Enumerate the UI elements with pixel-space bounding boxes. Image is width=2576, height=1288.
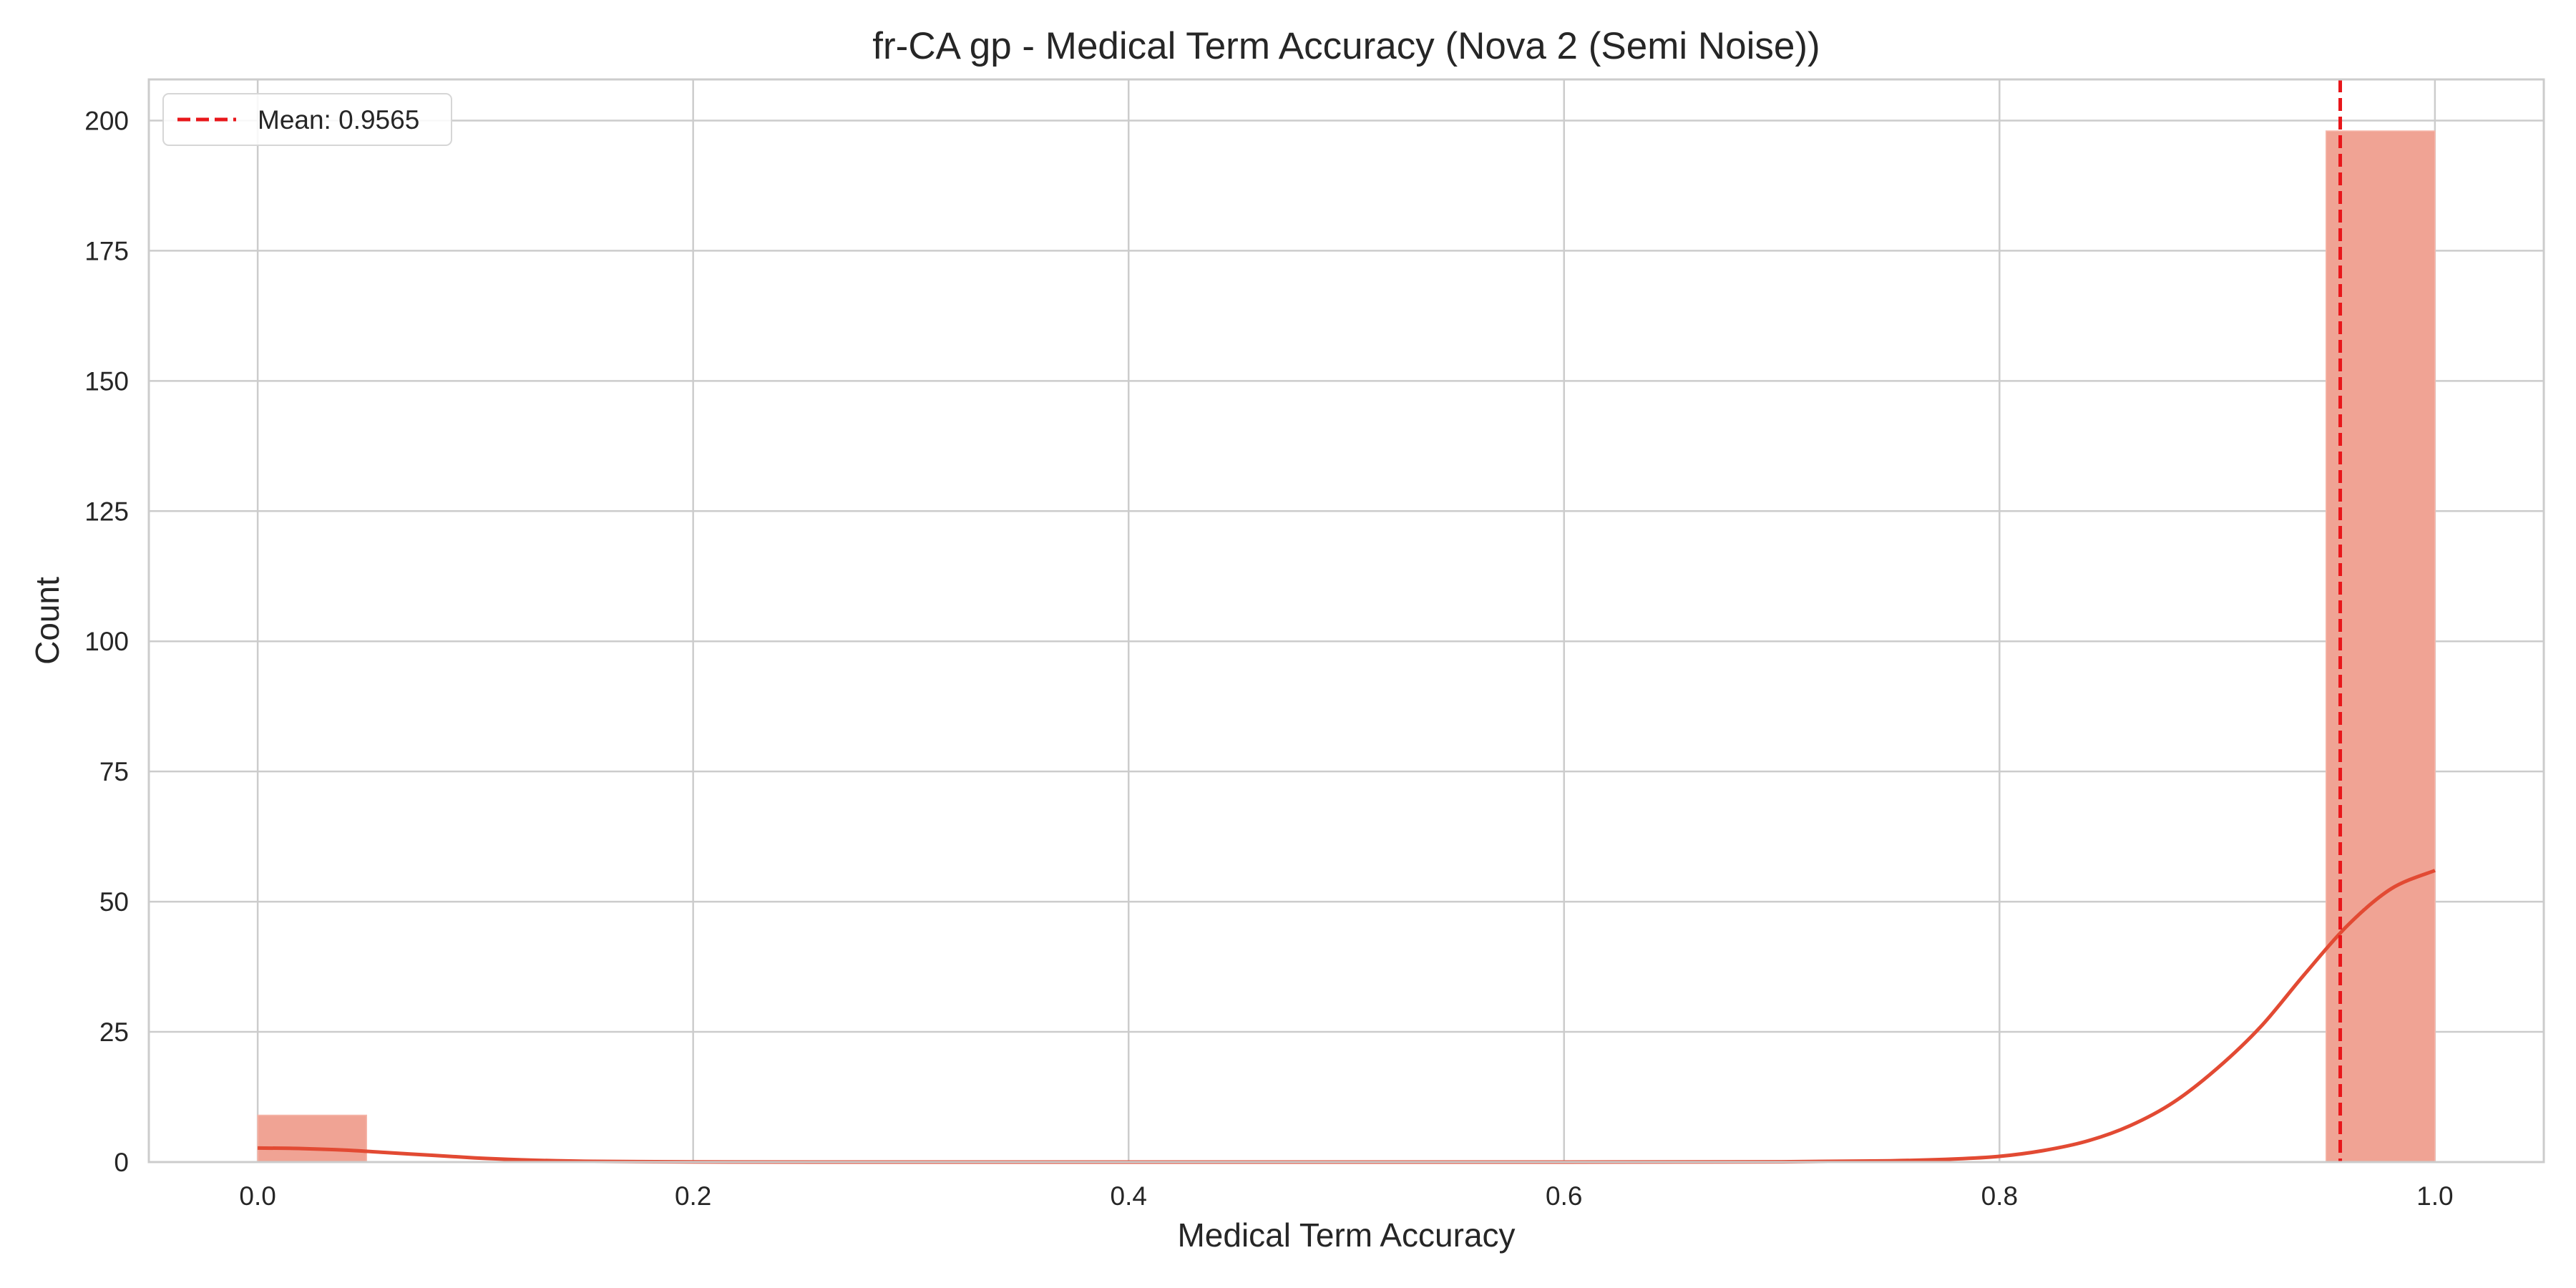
x-tick-label-5: 1.0 [2416,1181,2453,1211]
y-axis-label: Count [29,577,66,665]
y-tick-label-6: 150 [84,366,129,396]
y-tick-label-2: 50 [99,887,129,917]
y-tick-label-1: 25 [99,1018,129,1047]
y-tick-label-4: 100 [84,627,129,656]
x-tick-label-3: 0.6 [1546,1181,1582,1211]
x-axis-label: Medical Term Accuracy [1177,1216,1515,1254]
y-tick-label-7: 175 [84,236,129,265]
x-tick-label-2: 0.4 [1111,1181,1147,1211]
histogram-bar-1 [2325,130,2436,1163]
histogram-bar-0 [257,1114,368,1163]
y-tick-label-8: 200 [84,106,129,135]
x-tick-label-1: 0.2 [675,1181,711,1211]
tick-labels: 0.0 0.2 0.4 0.6 0.8 1.0 0 25 50 75 100 125 150 175 200 [84,106,2453,1211]
y-tick-label-3: 75 [99,757,129,786]
chart-title: fr-CA gp - Medical Term Accuracy (Nova 2… [872,25,1820,67]
histogram-bars [257,130,2436,1163]
x-tick-label-4: 0.8 [1981,1181,2018,1211]
x-tick-label-0: 0.0 [239,1181,275,1211]
legend: Mean: 0.9565 [162,93,452,146]
y-tick-label-5: 125 [84,497,129,526]
plot-frame [147,78,2545,1163]
legend-box [162,93,452,146]
legend-mean-label: Mean: 0.9565 [258,105,419,135]
y-tick-label-0: 0 [114,1148,129,1177]
